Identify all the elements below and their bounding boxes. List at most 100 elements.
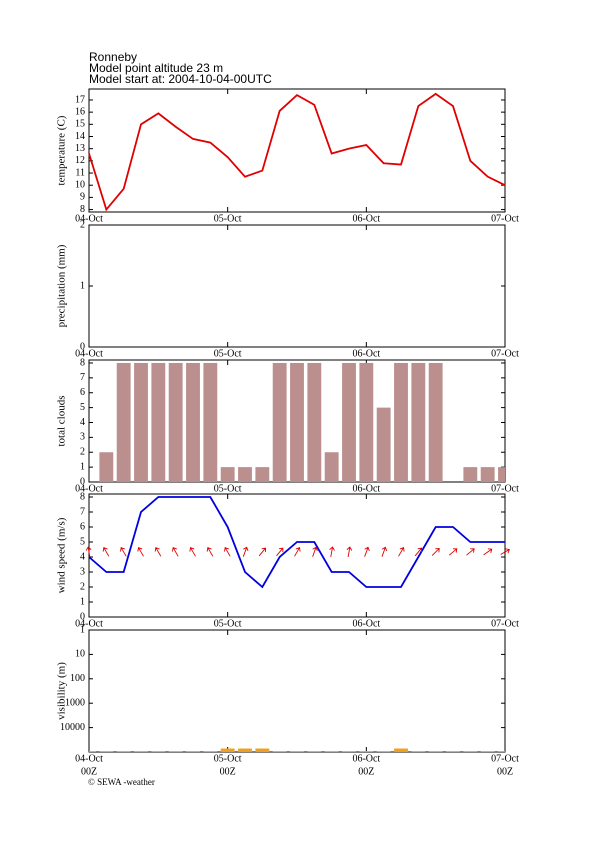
x-tick-label: 05-Oct [214, 213, 242, 224]
x-tick-label: 04-Oct [75, 213, 103, 224]
y-tick-label: 4 [80, 551, 85, 562]
y-tick-label: 15 [75, 119, 85, 130]
wind-arrow [466, 548, 475, 556]
bar [220, 748, 235, 752]
y-tick-label: 1 [80, 624, 85, 635]
x-tick-label: 06-Oct [352, 213, 380, 224]
wind-arrow [85, 546, 92, 558]
wind-arrow [500, 548, 510, 555]
wind-arrow [312, 546, 318, 557]
y-tick-label: 7 [80, 506, 85, 517]
y-tick-label: 14 [75, 131, 85, 142]
x-tick-label: 06-Oct [352, 483, 380, 494]
wind-arrow [206, 547, 214, 557]
x-tick-label: 05-Oct [214, 483, 242, 494]
bar [186, 751, 200, 752]
x-tick-label: 05-Oct [214, 618, 242, 629]
x-tick-label: 06-Oct [352, 348, 380, 359]
bar [411, 751, 426, 752]
bar [134, 362, 148, 482]
bar [394, 748, 408, 752]
bar [116, 362, 131, 482]
y-tick-label: 0 [80, 341, 85, 352]
x-tick-label: 04-Oct [75, 483, 103, 494]
location: Ronneby [89, 50, 137, 64]
data-line [88, 92, 506, 212]
x-tick-label: 05-Oct [214, 348, 242, 359]
x-tick-label: 06-Oct [352, 753, 380, 764]
y-tick-label: 3 [80, 432, 85, 443]
x-tick-label: 07-Oct [491, 483, 519, 494]
bar [116, 751, 131, 752]
wind-arrow [346, 546, 353, 558]
x-tick-label: 04-Oct [75, 753, 103, 764]
plot-frame [88, 88, 506, 213]
bar [359, 751, 374, 752]
wind-arrow [398, 547, 405, 557]
wind-arrow [276, 547, 284, 557]
bar [99, 751, 114, 752]
y-tick-label: 7 [80, 372, 85, 383]
y-axis-label: wind speed (m/s) [56, 517, 68, 593]
y-tick-label: 17 [75, 94, 85, 105]
y-tick-label: 10000 [60, 722, 85, 733]
wind-arrow [242, 546, 249, 557]
bar [255, 748, 270, 752]
bar [290, 362, 304, 482]
y-tick-label: 3 [80, 566, 85, 577]
wind-arrow [329, 546, 335, 558]
y-axis-label: total clouds [56, 395, 68, 446]
bar [307, 751, 322, 752]
wind-arrow [120, 547, 127, 557]
y-tick-label: 2 [80, 219, 85, 230]
bar [203, 751, 218, 752]
bar [480, 751, 495, 752]
bar [238, 467, 252, 482]
y-tick-label: 2 [80, 447, 85, 458]
y-tick-label: 10 [75, 649, 85, 660]
x-tick-sublabel: 00Z [81, 766, 97, 777]
y-axis-label: precipitation (mm) [56, 244, 68, 327]
y-tick-label: 1 [80, 461, 85, 472]
bar [220, 467, 235, 482]
y-tick-label: 100 [70, 673, 85, 684]
bar [463, 467, 478, 482]
bar [463, 751, 478, 752]
wind-arrow [448, 548, 458, 556]
wind-arrow [154, 547, 162, 557]
y-tick-label: 2 [80, 581, 85, 592]
bar [498, 467, 505, 482]
bar [480, 467, 495, 482]
x-tick-label: 07-Oct [491, 213, 519, 224]
bar [272, 362, 287, 482]
y-tick-label: 8 [80, 357, 85, 368]
y-tick-label: 8 [80, 204, 85, 215]
bar [324, 751, 339, 752]
altitude: Model point altitude 23 m [89, 61, 223, 75]
wind-arrow [102, 547, 110, 557]
bar [394, 362, 408, 482]
y-tick-label: 12 [75, 155, 85, 166]
y-tick-label: 6 [80, 521, 85, 532]
bar [168, 751, 183, 752]
x-tick-label: 07-Oct [491, 618, 519, 629]
bar [324, 452, 339, 482]
bar [446, 751, 460, 752]
wind-arrow [381, 546, 388, 557]
y-tick-label: 9 [80, 192, 85, 203]
wind-arrow [172, 547, 179, 557]
x-tick-label: 04-Oct [75, 348, 103, 359]
bar [238, 748, 252, 752]
bar [134, 751, 148, 752]
model-start: Model start at: 2004-10-04-00UTC [89, 72, 272, 86]
bar [272, 751, 287, 752]
y-tick-label: 10 [75, 180, 85, 191]
x-tick-sublabel: 00Z [497, 766, 513, 777]
y-tick-label: 8 [80, 491, 85, 502]
bar [342, 751, 356, 752]
y-tick-label: 1 [80, 280, 85, 291]
bar [255, 467, 270, 482]
bar [151, 362, 166, 482]
